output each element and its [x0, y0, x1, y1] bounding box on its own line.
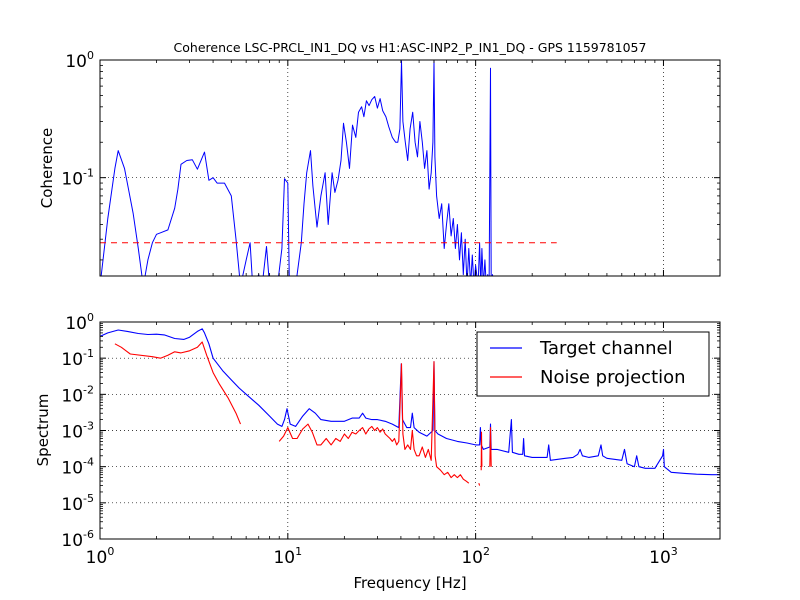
legend-target-label: Target channel	[539, 338, 673, 359]
spectrum-series	[100, 328, 720, 486]
coherence-series	[100, 60, 557, 276]
y-tick-label: 10-2	[61, 383, 94, 406]
y-tick-label: 100	[65, 311, 94, 334]
spectrum-noise-projection-line	[114, 341, 492, 486]
y-tick-label: 10-4	[61, 456, 94, 479]
coherence-grid	[100, 60, 720, 276]
coherence-panel: 10-1 100 Coherence	[38, 49, 721, 277]
coherence-ticks: 10-1 100	[61, 49, 720, 276]
spectrum-legend: Target channel Noise projection	[476, 331, 710, 397]
coherence-axes-frame	[99, 59, 721, 277]
y-tick-label: 10-6	[61, 528, 94, 551]
spectrum-ticks: 10-6 10-5 10-4 10-3 10-2 10-1 100 100 101 102 103	[61, 311, 720, 568]
x-tick-label: 102	[461, 545, 490, 568]
legend-noise-label: Noise projection	[540, 367, 686, 388]
y-tick-label: 10-1	[61, 347, 94, 370]
y-tick-label: 10-3	[61, 420, 94, 443]
legend-box	[476, 331, 710, 397]
x-tick-label: 101	[273, 545, 302, 568]
y-tick-label: 10-5	[61, 492, 94, 515]
spectrum-y-axis-label: Spectrum	[34, 394, 52, 467]
figure-title: Coherence LSC-PRCL_IN1_DQ vs H1:ASC-INP2…	[174, 40, 647, 55]
y-tick-label: 10-1	[61, 167, 94, 190]
y-tick-label: 100	[65, 49, 94, 72]
coherence-y-axis-label: Coherence	[38, 128, 56, 208]
x-tick-label: 103	[649, 545, 678, 568]
frequency-x-axis-label: Frequency [Hz]	[353, 574, 466, 592]
coherence-series-0-line	[100, 60, 494, 276]
x-tick-label: 100	[86, 545, 115, 568]
